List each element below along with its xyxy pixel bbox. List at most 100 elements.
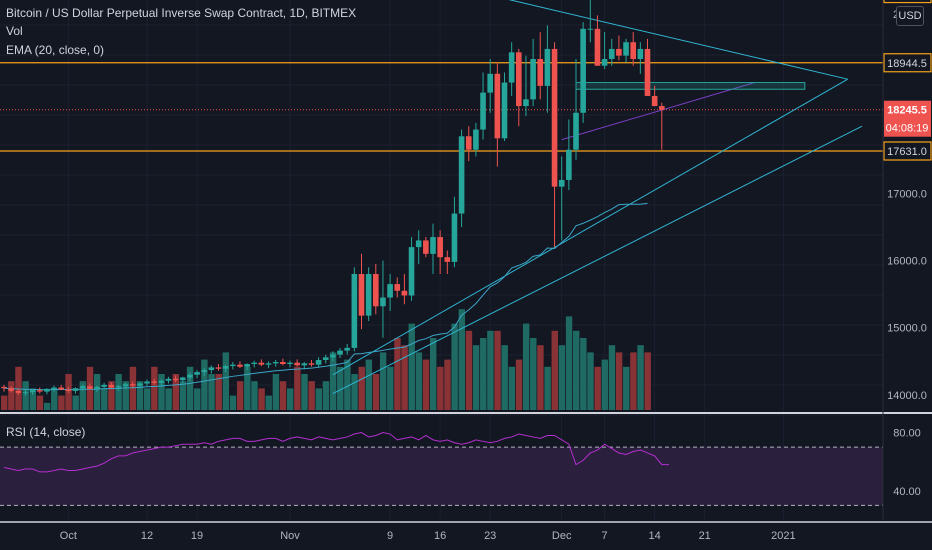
volume-bar <box>379 352 387 410</box>
candle-body <box>87 386 93 389</box>
candle-body <box>637 48 644 60</box>
price-tick-label: 17000.0 <box>887 188 927 200</box>
price-tick-label: 15000.0 <box>887 323 927 335</box>
candle-body <box>187 374 193 378</box>
last-price-box <box>884 100 931 137</box>
volume-bar <box>522 323 530 410</box>
volume-bar <box>165 388 172 410</box>
volume-bar <box>387 366 394 410</box>
volume-bar <box>186 366 194 410</box>
candle-body <box>365 274 372 316</box>
volume-bar <box>530 338 537 410</box>
volume-bar <box>251 381 258 410</box>
level-label-box <box>883 141 932 161</box>
volume-bar <box>487 330 494 410</box>
supply-zone <box>575 82 806 90</box>
candle-body <box>15 390 22 393</box>
candle-body <box>129 384 136 386</box>
candle-body <box>308 363 315 365</box>
time-tick-label: 21 <box>699 530 711 542</box>
candle-body <box>94 386 100 389</box>
volume-bar <box>158 374 165 410</box>
volume-bar <box>294 366 301 410</box>
volume-bar <box>136 381 144 410</box>
candle-body <box>251 362 258 365</box>
volume-bar <box>115 374 122 410</box>
candle-body <box>501 82 508 139</box>
volume-bar <box>637 345 644 410</box>
candle-body <box>408 247 415 296</box>
volume-bar <box>415 352 423 410</box>
countdown-label: 04:08:19 <box>886 123 929 135</box>
candle-body <box>465 136 472 150</box>
candle-body <box>644 48 651 96</box>
trend-line <box>332 125 863 395</box>
candle-body <box>608 48 615 60</box>
volume-bar <box>308 381 315 410</box>
currency-button[interactable]: USD <box>896 6 924 26</box>
candle-body <box>630 42 636 60</box>
volume-bar <box>472 345 480 410</box>
rsi-band <box>0 447 883 506</box>
candle-body <box>179 377 186 381</box>
volume-bar <box>15 366 22 410</box>
candle-body <box>337 350 343 355</box>
rsi-tick-label: 80.00 <box>893 428 921 440</box>
candle-body <box>351 274 358 348</box>
time-tick-label: 2021 <box>771 530 795 542</box>
candle-body <box>437 237 443 258</box>
volume-bar <box>422 359 430 410</box>
candle-body <box>44 388 50 392</box>
volume-bar <box>144 388 151 410</box>
candle-body <box>616 48 622 56</box>
candle-body <box>108 384 115 388</box>
candle-body <box>659 106 665 110</box>
candle-body <box>580 28 586 113</box>
volume-bar <box>244 366 251 410</box>
volume-bar <box>287 388 294 410</box>
candle-body <box>265 363 272 365</box>
volume-bar <box>544 366 551 410</box>
rsi-panel: 80.00 40.00 <box>0 412 932 506</box>
candle-body <box>115 386 122 388</box>
volume-bar <box>358 366 365 410</box>
ema-legend: EMA (20, close, 0) <box>6 43 105 57</box>
volume-bars <box>1 309 651 410</box>
volume-legend: Vol <box>6 24 23 38</box>
volume-bar <box>129 366 137 410</box>
candle-body <box>194 372 200 375</box>
volume-bar <box>608 345 616 410</box>
candle-body <box>215 367 222 369</box>
candle-body <box>151 381 157 383</box>
volume-bar <box>430 338 437 410</box>
trend-line <box>508 0 848 80</box>
time-tick-label: 7 <box>602 530 608 542</box>
volume-bar <box>623 366 630 410</box>
candle-body <box>401 290 408 296</box>
candle-body <box>8 388 14 391</box>
rsi-tick-label: 40.00 <box>893 486 921 498</box>
candle-body <box>65 389 72 391</box>
candle-body <box>158 380 165 383</box>
trend-line <box>561 82 755 141</box>
candle-body <box>208 367 215 371</box>
volume-bar <box>122 381 129 410</box>
candle-body <box>551 48 558 187</box>
ema-line <box>3 202 648 391</box>
candle-body <box>272 362 279 364</box>
candle-body <box>373 274 379 307</box>
candle-body <box>415 240 422 248</box>
volume-bar <box>108 381 115 410</box>
time-tick-label: 23 <box>484 530 496 542</box>
candle-body <box>423 240 429 254</box>
candle-body <box>294 362 300 366</box>
trend-lines <box>332 0 863 395</box>
time-tick-label: 9 <box>387 530 393 542</box>
level-label-box <box>883 0 932 4</box>
volume-bar <box>401 345 408 410</box>
volume-bar <box>201 359 208 410</box>
volume-bar <box>351 374 358 410</box>
volume-bar <box>29 388 36 410</box>
